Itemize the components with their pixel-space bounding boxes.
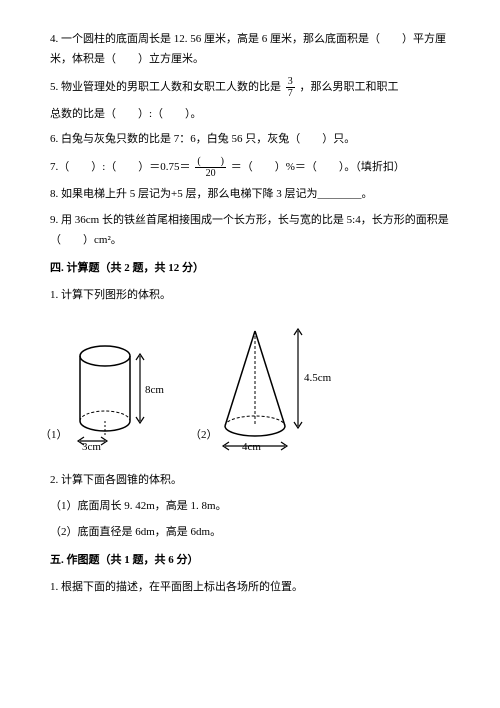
fig1-radius-label: 3cm xyxy=(82,438,101,458)
question-5-line2: 总数的比是（ ）:（ ）。 xyxy=(50,105,450,125)
fraction-3-7: 3 7 xyxy=(286,76,295,99)
figure-1-cylinder: （1） 8cm 3cm xyxy=(60,336,180,456)
figures-row: （1） 8cm 3cm （2） 4.5cm 4cm xyxy=(60,321,450,456)
question-9: 9. 用 36cm 长的铁丝首尾相接围成一个长方形，长与宽的比是 5:4，长方形… xyxy=(50,211,450,251)
question-5: 5. 物业管理处的男职工人数和女职工人数的比是 3 7 ，那么男职工和职工 xyxy=(50,76,450,99)
q7-part-a: 7.（ ）:（ ）＝0.75＝ xyxy=(50,161,191,173)
q5-part-a: 5. 物业管理处的男职工人数和女职工人数的比是 xyxy=(50,81,281,93)
question-6: 6. 白兔与灰兔只数的比是 7：6，白兔 56 只，灰兔（ ）只。 xyxy=(50,130,450,150)
question-8: 8. 如果电梯上升 5 层记为+5 层，那么电梯下降 3 层记为________… xyxy=(50,185,450,205)
frac-num: 3 xyxy=(286,76,295,88)
fraction-blank-20: ( ) 20 xyxy=(195,156,226,179)
figure-2-cone: （2） 4.5cm 4cm xyxy=(210,321,340,456)
q5-part-b: ，那么男职工和职工 xyxy=(300,81,399,93)
section-4-q2-2: （2）底面直径是 6dm，高是 6dm。 xyxy=(50,523,450,543)
section-4-title: 四. 计算题（共 2 题，共 12 分） xyxy=(50,259,450,279)
section-4-q2: 2. 计算下面各圆锥的体积。 xyxy=(50,471,450,491)
q7-part-b: ＝（ ）%＝（ ）。（填折扣） xyxy=(231,161,405,173)
fig2-height-label: 4.5cm xyxy=(304,369,331,389)
fig1-height-label: 8cm xyxy=(145,381,164,401)
section-4-q2-1: （1）底面周长 9. 42m，高是 1. 8m。 xyxy=(50,497,450,517)
fig1-number: （1） xyxy=(40,426,68,446)
fig2-diameter-label: 4cm xyxy=(242,438,261,458)
frac-den: 20 xyxy=(195,168,226,179)
section-5-q1: 1. 根据下面的描述，在平面图上标出各场所的位置。 xyxy=(50,578,450,598)
section-4-q1: 1. 计算下列图形的体积。 xyxy=(50,286,450,306)
fig2-number: （2） xyxy=(190,426,218,446)
section-5-title: 五. 作图题（共 1 题，共 6 分） xyxy=(50,551,450,571)
frac-den: 7 xyxy=(286,88,295,99)
question-4: 4. 一个圆柱的底面周长是 12. 56 厘米，高是 6 厘米，那么底面积是（ … xyxy=(50,30,450,70)
frac-num: ( ) xyxy=(195,156,226,168)
question-7: 7.（ ）:（ ）＝0.75＝ ( ) 20 ＝（ ）%＝（ ）。（填折扣） xyxy=(50,156,450,179)
